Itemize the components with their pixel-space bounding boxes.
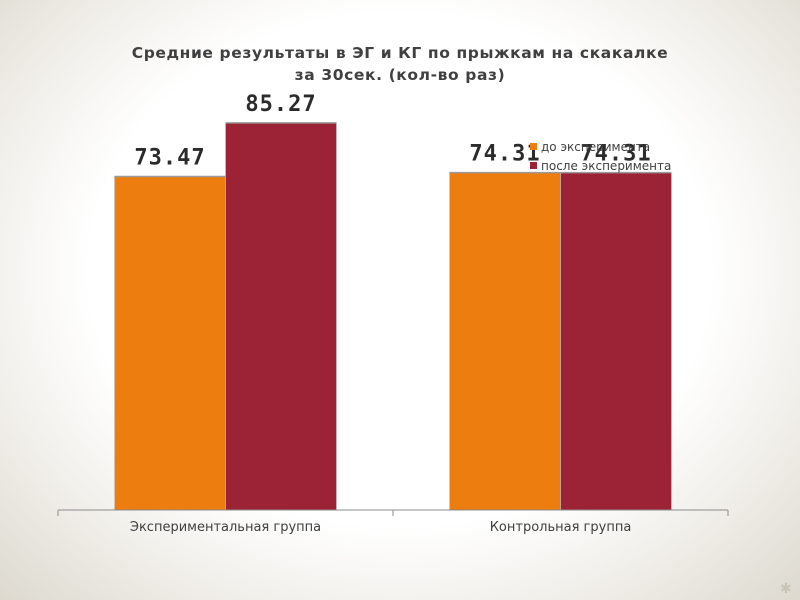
x-tick-label-2: Контрольная группа (490, 520, 632, 535)
data-label-after-group-2: 74.31 (580, 142, 651, 167)
data-label-after-group-1: 85.27 (245, 92, 316, 117)
chart-title-line-1: Средние результаты в ЭГ и КГ по прыжкам … (131, 44, 669, 62)
data-label-before-group-1: 73.47 (134, 145, 205, 170)
data-label-before-group-2: 74.31 (469, 142, 540, 167)
bar-after-group-1 (225, 122, 337, 511)
bar-before-group-1 (114, 176, 226, 511)
legend-item-before: до эксперимента (530, 137, 671, 156)
chart-title-line-2: за 30сек. (кол-во раз) (294, 66, 506, 84)
chart-legend: до эксперимента после эксперимента (530, 137, 671, 175)
legend-swatch-after (530, 162, 537, 169)
chart-title: Средние результаты в ЭГ и КГ по прыжкам … (0, 42, 800, 86)
slide-corner-ornament-icon: ✱ (780, 581, 792, 597)
legend-label-after: после эксперимента (541, 158, 672, 173)
bar-before-group-2 (449, 172, 561, 511)
x-tick-label-1: Экспериментальная группа (130, 520, 321, 535)
legend-label-before: до эксперимента (541, 139, 651, 154)
bar-after-group-2 (560, 172, 672, 511)
legend-item-after: после эксперимента (530, 156, 671, 175)
legend-swatch-before (530, 143, 537, 150)
